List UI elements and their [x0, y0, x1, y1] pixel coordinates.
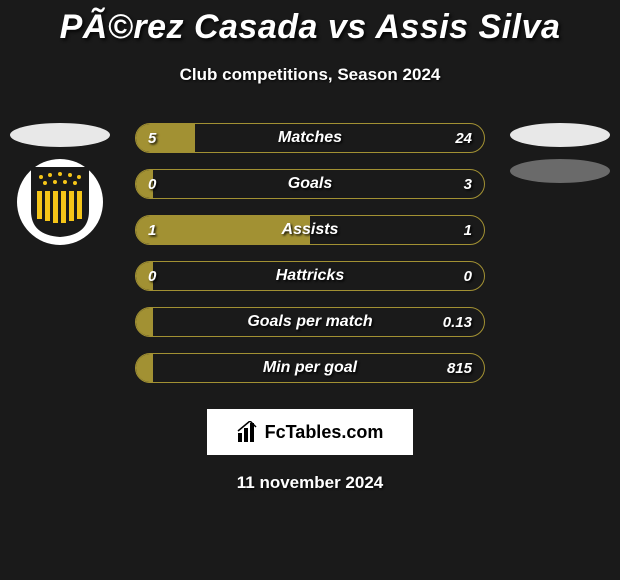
stat-label: Goals — [136, 170, 484, 198]
stat-label: Min per goal — [136, 354, 484, 382]
right-ellipse-bottom — [510, 159, 610, 183]
stat-right-value: 815 — [447, 354, 472, 382]
stat-fill — [136, 354, 153, 382]
stat-bars: 5 Matches 24 0 Goals 3 1 Assists 1 0 Hat… — [135, 123, 485, 383]
stat-right-value: 3 — [464, 170, 472, 198]
stat-fill — [136, 124, 195, 152]
stat-label: Goals per match — [136, 308, 484, 336]
stat-right-value: 0 — [464, 262, 472, 290]
stat-row: 0 Hattricks 0 — [135, 261, 485, 291]
left-ellipse — [10, 123, 110, 147]
footer-brand: FcTables.com — [207, 409, 413, 455]
stat-row: 1 Assists 1 — [135, 215, 485, 245]
stat-row: 0 Goals 3 — [135, 169, 485, 199]
right-player-badges — [500, 123, 620, 183]
left-club-crest — [17, 159, 103, 245]
footer-date: 11 november 2024 — [0, 473, 620, 493]
page-title: PÃ©rez Casada vs Assis Silva — [0, 0, 620, 47]
stat-right-value: 0.13 — [443, 308, 472, 336]
stat-right-value: 24 — [455, 124, 472, 152]
stat-row: Min per goal 815 — [135, 353, 485, 383]
stat-row: 5 Matches 24 — [135, 123, 485, 153]
stat-label: Hattricks — [136, 262, 484, 290]
comparison-section: 5 Matches 24 0 Goals 3 1 Assists 1 0 Hat… — [0, 123, 620, 383]
stat-fill — [136, 170, 153, 198]
stat-fill — [136, 216, 310, 244]
shield-icon — [27, 165, 93, 239]
footer-brand-text: FcTables.com — [265, 422, 384, 443]
stat-right-value: 1 — [464, 216, 472, 244]
stat-row: Goals per match 0.13 — [135, 307, 485, 337]
stat-fill — [136, 308, 153, 336]
page-subtitle: Club competitions, Season 2024 — [0, 65, 620, 85]
bar-chart-icon — [237, 421, 259, 443]
right-ellipse-top — [510, 123, 610, 147]
left-player-badges — [0, 123, 120, 245]
stat-fill — [136, 262, 153, 290]
